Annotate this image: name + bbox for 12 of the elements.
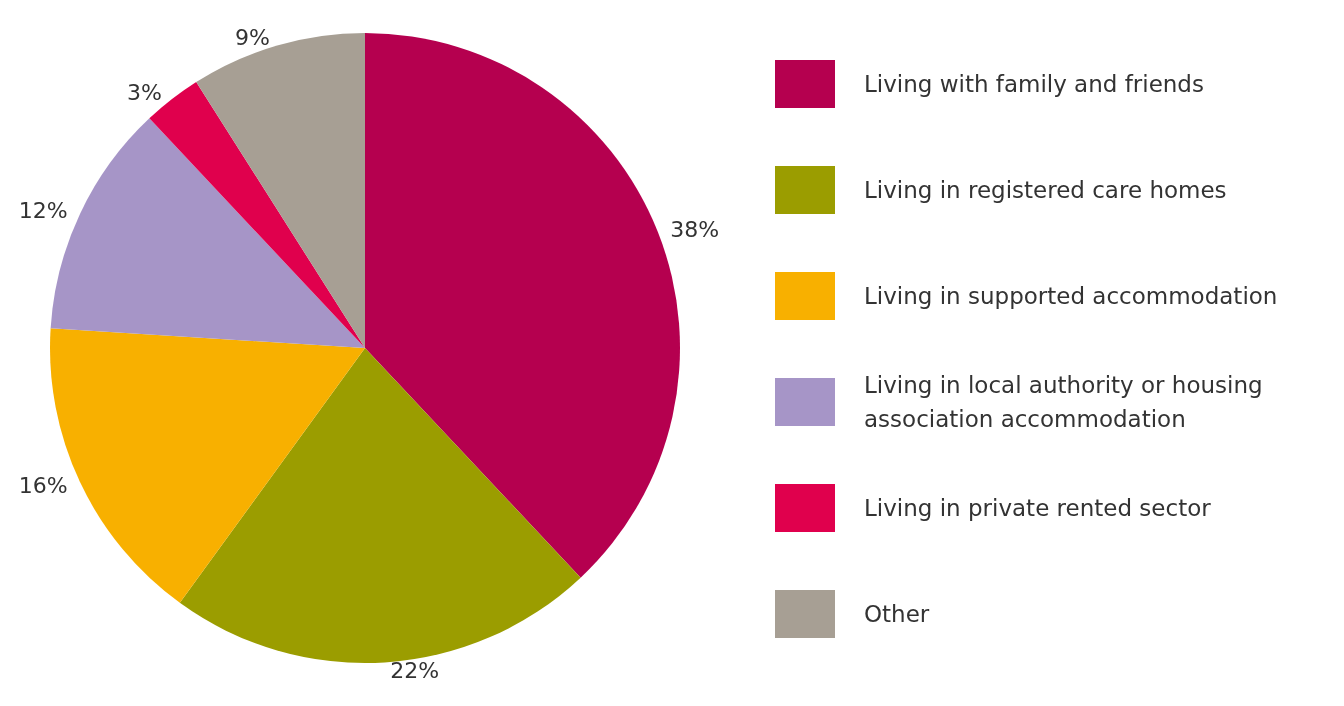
legend-label: Living in supported accommodation <box>864 282 1279 311</box>
legend-label: Living in local authority or housing association accommodation <box>864 371 1264 434</box>
legend-label: Other <box>864 600 931 629</box>
data-label: 22% <box>390 657 440 683</box>
legend-label: Living with family and friends <box>864 70 1205 99</box>
data-label: 38% <box>670 216 720 242</box>
legend-label: Living in private rented sector <box>864 494 1212 523</box>
legend-label: Living in registered care homes <box>864 176 1228 205</box>
data-label: 9% <box>234 25 270 51</box>
data-label: 12% <box>18 197 68 223</box>
data-label: 16% <box>18 473 68 499</box>
data-label: 3% <box>127 80 163 106</box>
